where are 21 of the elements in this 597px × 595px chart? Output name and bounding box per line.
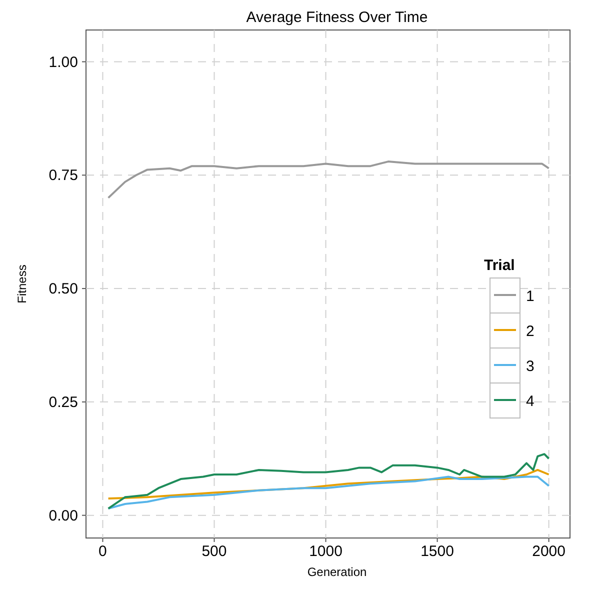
y-tick-label: 0.50: [48, 280, 78, 298]
y-axis-title: Fitness: [15, 264, 29, 304]
y-tick-label: 1.00: [48, 54, 78, 71]
line-series: [107, 476, 550, 510]
x-tick-label: 1500: [420, 543, 454, 560]
x-tick-label: 1000: [309, 543, 342, 560]
legend-label: 2: [526, 323, 534, 340]
legend-label: 4: [526, 393, 534, 410]
x-tick-label: 0: [98, 543, 107, 560]
legend-label: 3: [526, 358, 534, 375]
legend-label: 1: [526, 288, 534, 305]
line-series: [107, 453, 550, 510]
y-tick-label: 0.00: [48, 507, 78, 524]
legend-title: Trial: [484, 257, 515, 274]
y-tick-label: 0.25: [48, 394, 78, 411]
y-tick-label: 0.75: [48, 167, 78, 184]
line-series: [107, 160, 550, 199]
chart-title: Average Fitness Over Time: [246, 9, 428, 26]
x-tick-label: 2000: [532, 543, 566, 560]
x-axis-title: Generation: [307, 565, 367, 579]
x-tick-label: 500: [202, 543, 227, 560]
